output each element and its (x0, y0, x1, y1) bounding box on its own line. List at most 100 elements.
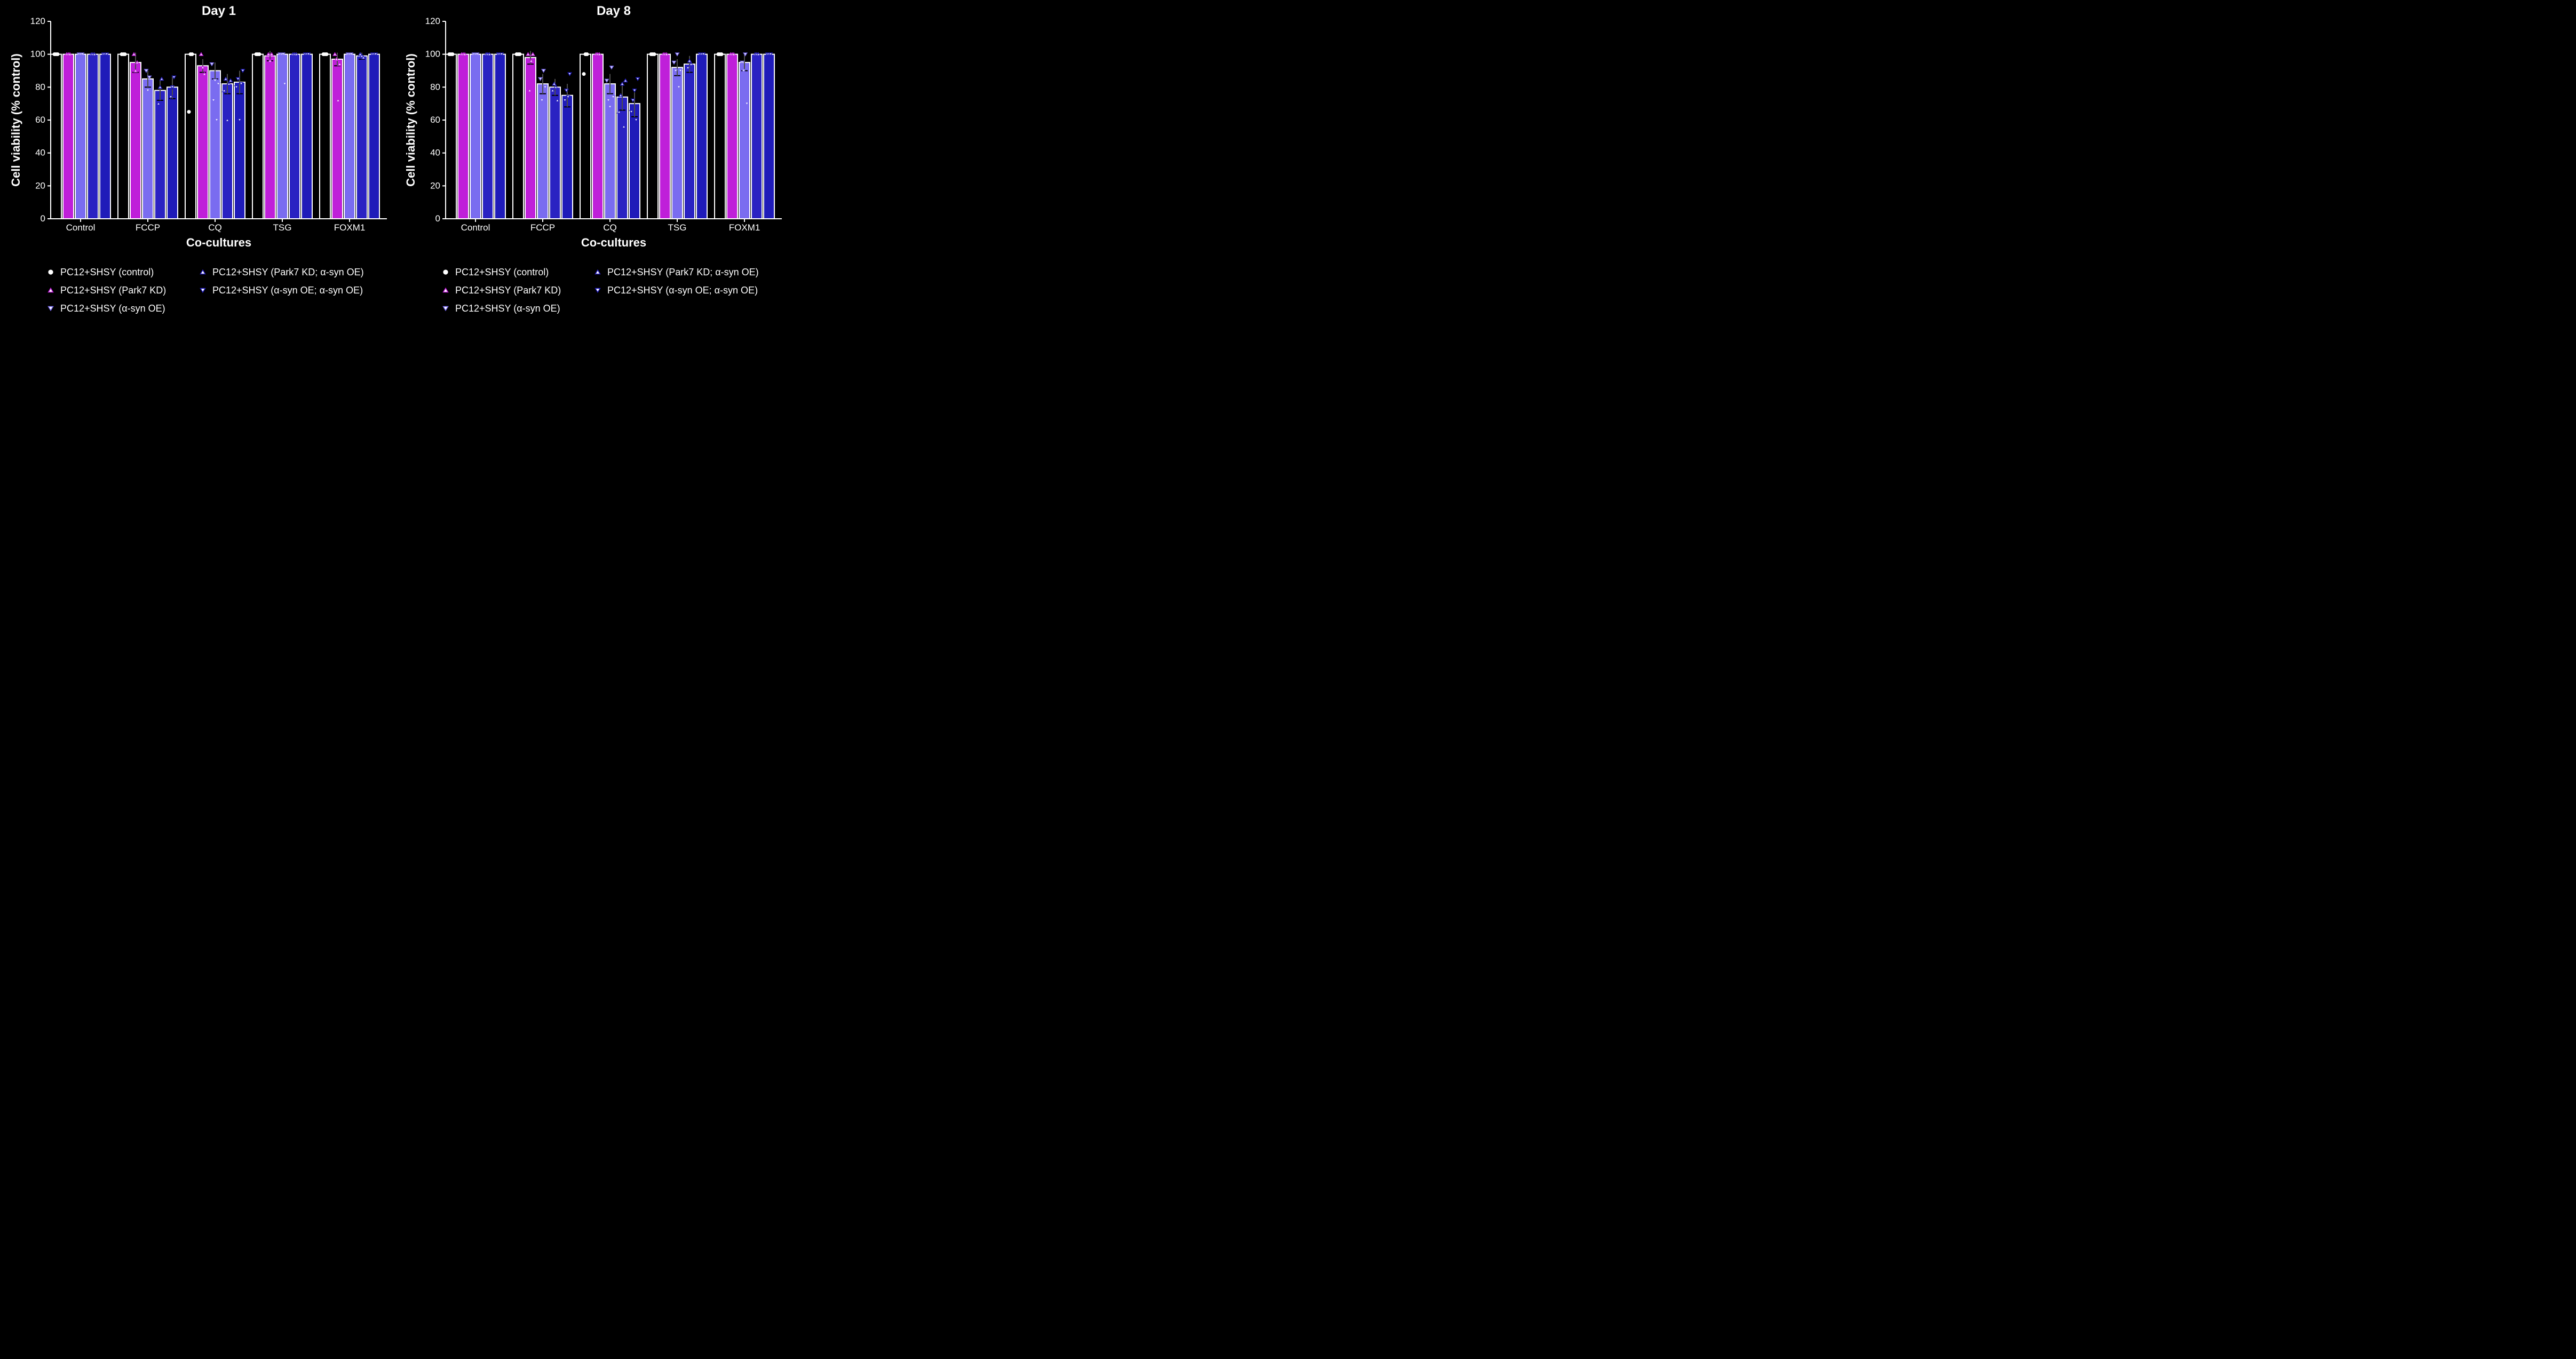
bar (197, 66, 208, 219)
bar (739, 62, 750, 219)
x-tick-label: FOXM1 (729, 222, 760, 233)
legend-label: PC12+SHSY (Park7 KD; α-syn OE) (212, 267, 364, 277)
bar (332, 59, 343, 219)
bar (513, 54, 524, 219)
bar (185, 54, 196, 219)
y-tick-label: 80 (35, 82, 45, 92)
data-point (191, 53, 194, 56)
bar (51, 54, 61, 219)
data-point (451, 53, 454, 56)
data-point (56, 53, 59, 56)
bar (344, 54, 355, 219)
x-tick-label: CQ (603, 222, 617, 233)
data-point (123, 53, 126, 56)
legend-label: PC12+SHSY (α-syn OE; α-syn OE) (607, 285, 758, 296)
bar (592, 54, 603, 219)
bar (660, 54, 670, 219)
x-axis-label: Co-cultures (186, 236, 251, 249)
legend-label: PC12+SHSY (control) (60, 267, 154, 277)
bar (715, 54, 725, 219)
data-point (187, 110, 191, 114)
bar (562, 96, 573, 219)
bar (550, 87, 560, 219)
y-axis-label: Cell viability (% control) (9, 53, 22, 186)
x-tick-label: TSG (668, 222, 687, 233)
x-tick-label: TSG (273, 222, 292, 233)
bar (647, 54, 658, 219)
bar (727, 54, 738, 219)
legend-label: PC12+SHSY (α-syn OE; α-syn OE) (212, 285, 363, 296)
legend-marker (49, 270, 53, 274)
bar (764, 54, 774, 219)
bar (302, 54, 312, 219)
data-point (258, 53, 261, 56)
x-axis-label: Co-cultures (581, 236, 646, 249)
bar (265, 56, 275, 219)
bar (617, 97, 628, 219)
y-tick-label: 40 (35, 148, 45, 158)
bar (482, 54, 493, 219)
bar (234, 82, 245, 219)
bar (696, 54, 707, 219)
legend-label: PC12+SHSY (Park7 KD) (455, 285, 561, 296)
bar (100, 54, 110, 219)
bar (629, 104, 640, 219)
bar (167, 87, 178, 219)
legend-label: PC12+SHSY (α-syn OE) (60, 303, 165, 314)
y-tick-label: 0 (41, 213, 45, 224)
bar (458, 54, 469, 219)
chart-figure: Day 1 0 20 40 60 80 100 120 Cell viability (% co… (0, 0, 833, 440)
bar (470, 54, 481, 219)
y-tick-label: 20 (35, 180, 45, 190)
bar (222, 84, 233, 219)
bar (356, 56, 367, 219)
data-point (325, 53, 328, 56)
y-tick-label: 100 (30, 49, 45, 59)
x-tick-label: Control (66, 222, 96, 233)
y-axis-label: Cell viability (% control) (404, 53, 417, 186)
bar (155, 91, 165, 219)
y-tick-label: 120 (425, 16, 440, 26)
panel-title: Day 8 (597, 4, 631, 18)
bar (118, 54, 129, 219)
bar (88, 54, 98, 219)
chart-svg: Day 1 0 20 40 60 80 100 120 Cell viability (% co… (0, 0, 833, 440)
bar (525, 58, 536, 219)
bar (369, 54, 379, 219)
bar (320, 54, 330, 219)
y-tick-label: 120 (30, 16, 45, 26)
data-point (518, 53, 521, 56)
bar (63, 54, 74, 219)
data-point (585, 53, 589, 56)
data-point (653, 53, 656, 56)
bar (605, 84, 615, 219)
legend-marker (443, 270, 448, 274)
data-point (582, 73, 585, 76)
y-tick-label: 0 (435, 213, 440, 224)
bar (289, 54, 300, 219)
legend-label: PC12+SHSY (Park7 KD) (60, 285, 166, 296)
bar (684, 64, 695, 219)
bar (210, 71, 220, 219)
bar (142, 79, 153, 219)
bar (277, 54, 288, 219)
y-tick-label: 60 (35, 115, 45, 125)
data-point (720, 53, 723, 56)
bar (751, 54, 762, 219)
legend-label: PC12+SHSY (Park7 KD; α-syn OE) (607, 267, 759, 277)
bar (672, 67, 683, 219)
x-tick-label: FCCP (136, 222, 160, 233)
y-tick-label: 80 (430, 82, 440, 92)
bar (580, 54, 591, 219)
y-tick-label: 20 (430, 180, 440, 190)
y-tick-label: 40 (430, 148, 440, 158)
bar (130, 62, 141, 219)
bar (252, 54, 263, 219)
bar (495, 54, 505, 219)
x-tick-label: FOXM1 (334, 222, 366, 233)
bar (75, 54, 86, 219)
legend-label: PC12+SHSY (control) (455, 267, 549, 277)
panel-title: Day 1 (202, 4, 236, 18)
y-tick-label: 60 (430, 115, 440, 125)
bar (537, 84, 548, 219)
